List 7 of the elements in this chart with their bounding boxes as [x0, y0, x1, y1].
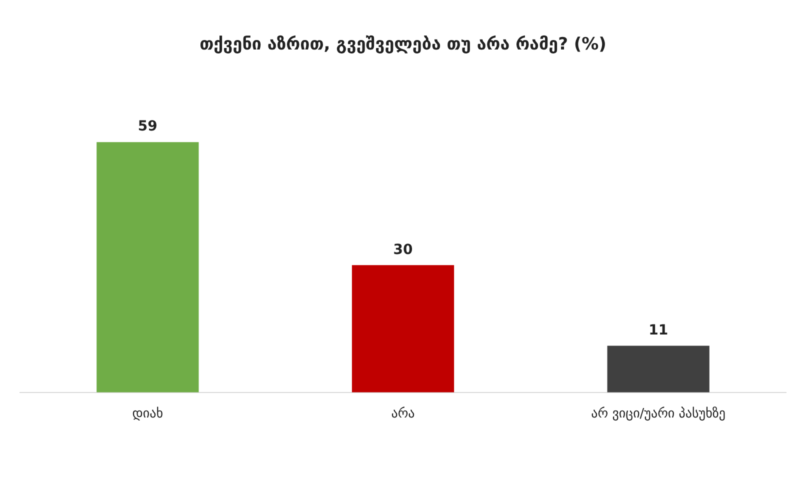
data-label: 11 — [648, 322, 668, 338]
x-tick-label: დიახ — [132, 406, 164, 422]
x-tick-label: არა — [391, 406, 415, 422]
data-label: 30 — [393, 242, 413, 258]
chart-title: თქვენი აზრით, გვეშველება თუ არა რამე? (%) — [200, 34, 606, 55]
x-tick-label: არ ვიცი/უარი პასუხზე — [591, 406, 726, 422]
data-label: 59 — [138, 118, 158, 135]
